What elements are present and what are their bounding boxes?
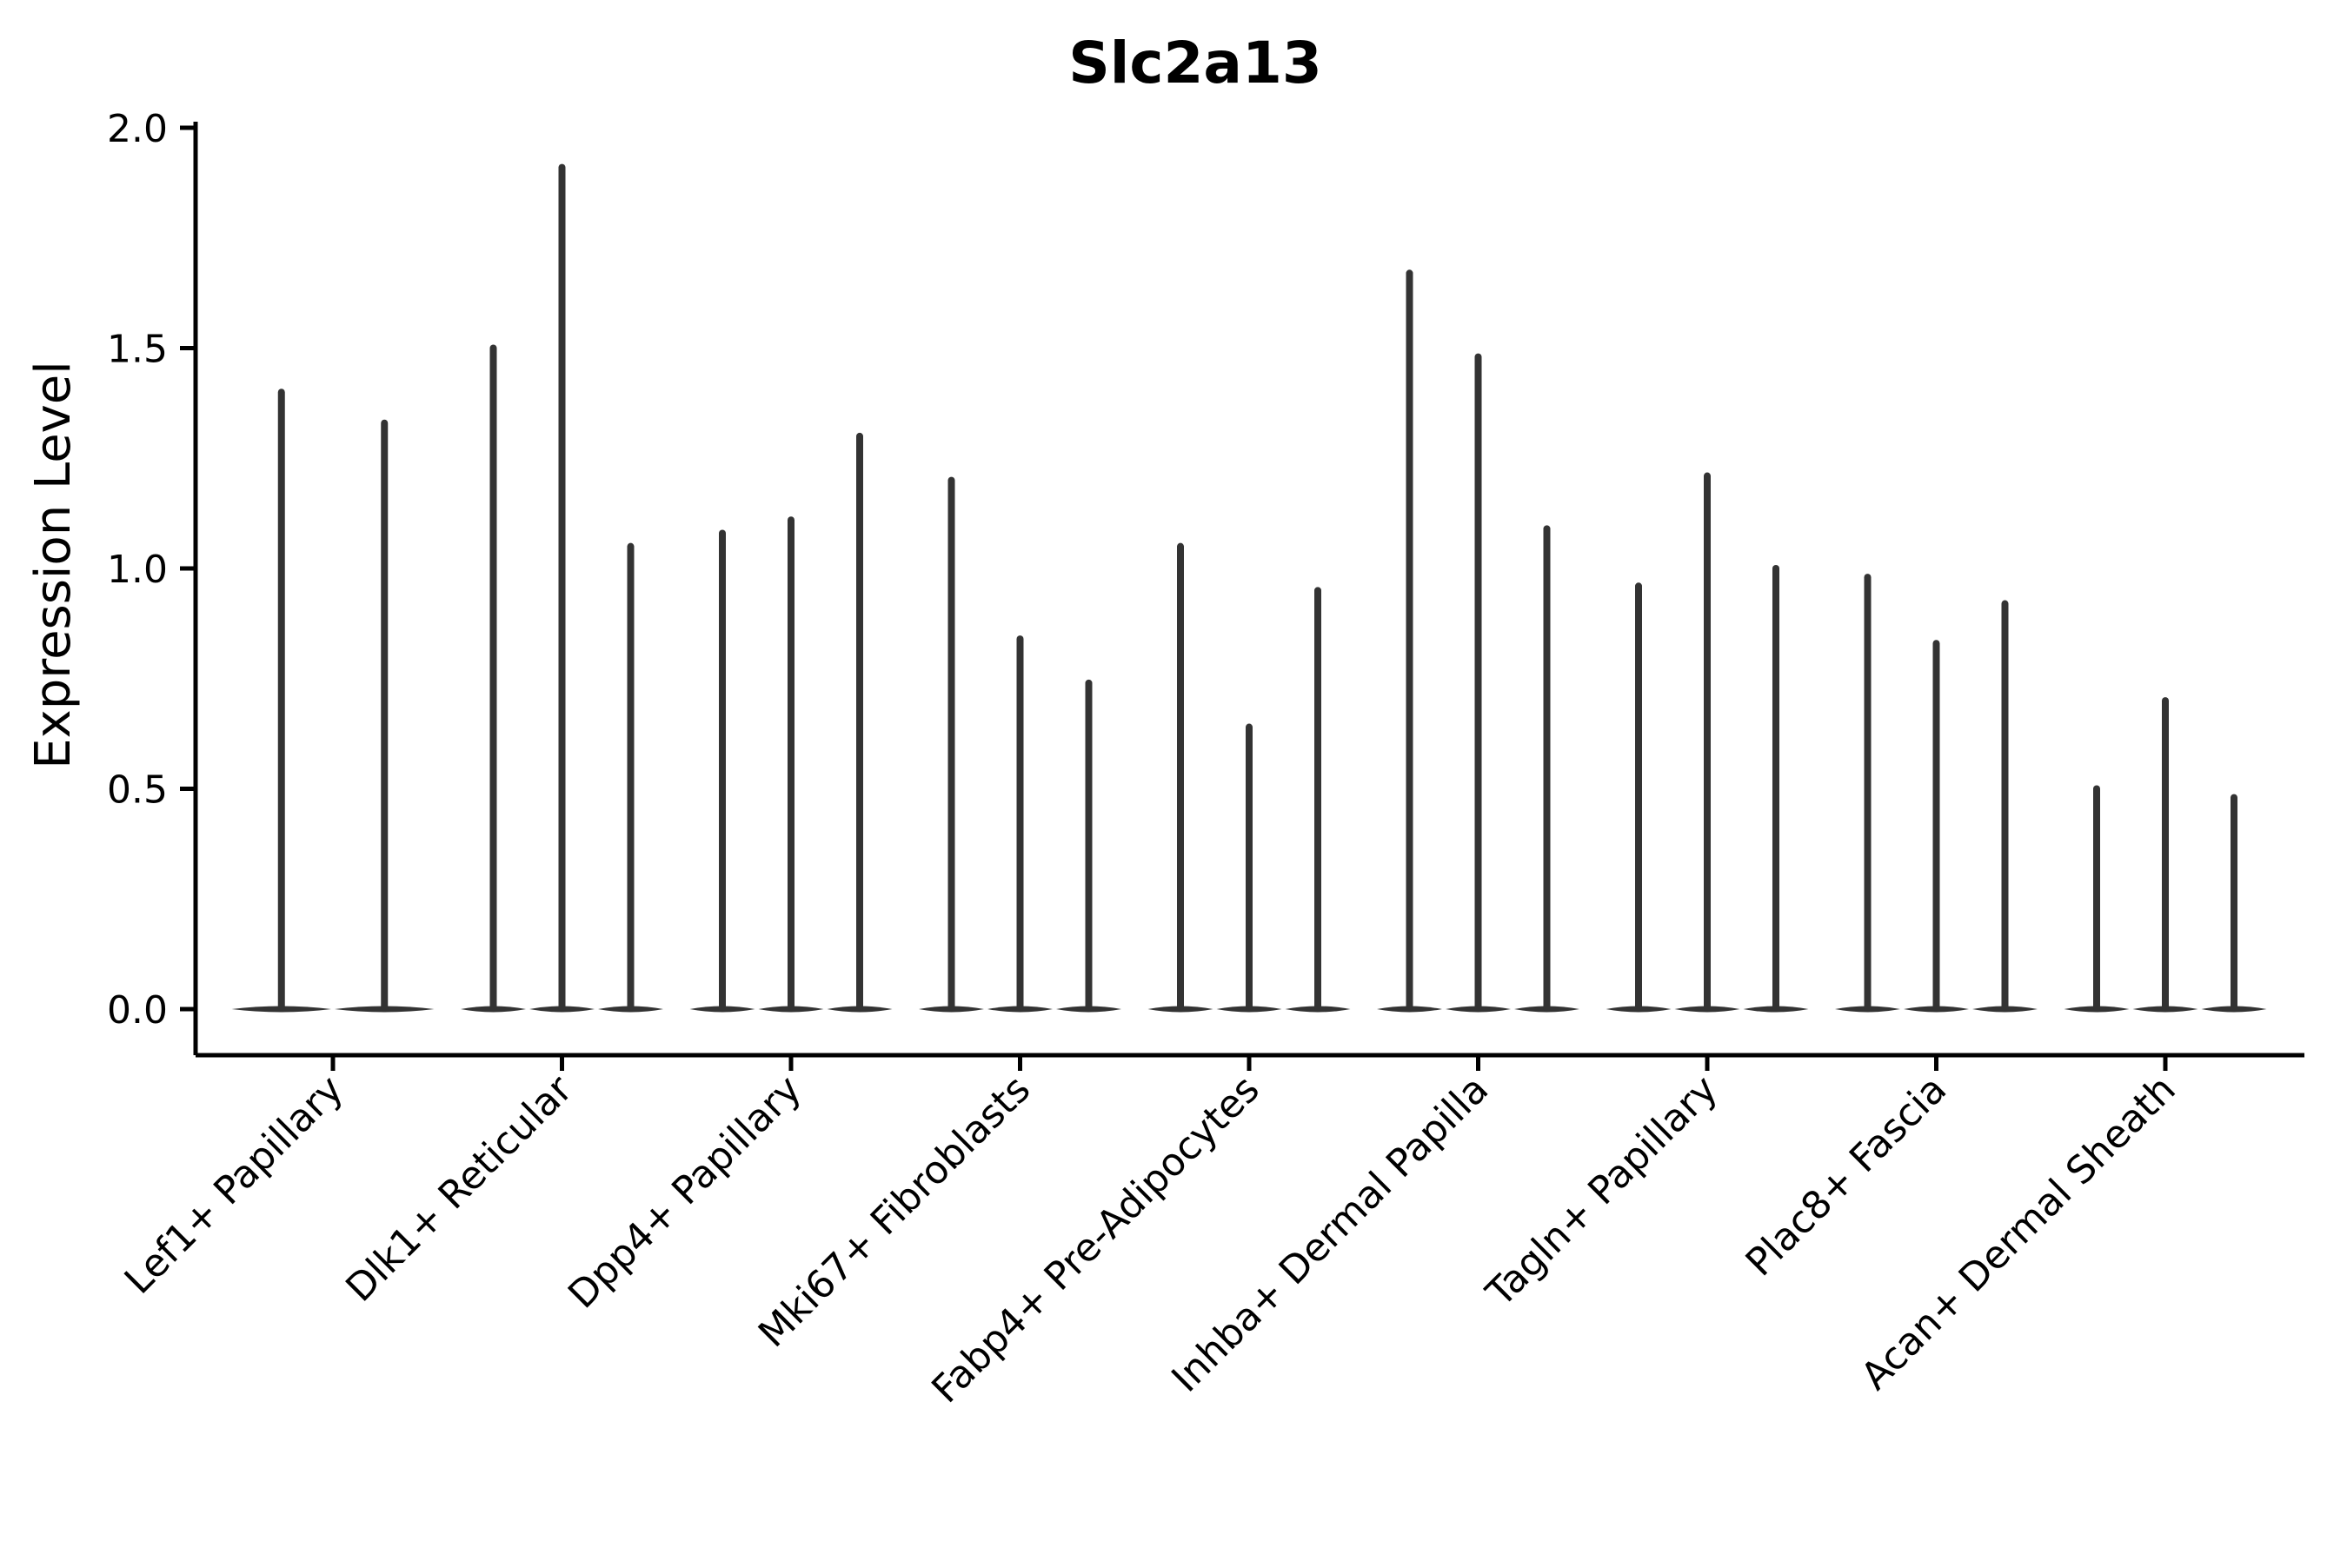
y-axis-label: Expression Level xyxy=(25,361,82,769)
violin-group xyxy=(1147,542,1351,1013)
y-tick-label: 0.0 xyxy=(107,988,168,1033)
violin-group xyxy=(1606,472,1809,1013)
violin-group xyxy=(2064,697,2267,1013)
y-tick-label: 1.5 xyxy=(107,328,168,372)
violin-group xyxy=(919,476,1121,1013)
violin-group xyxy=(461,163,663,1013)
x-tick-label-category: Lef1+ Papillary xyxy=(116,1067,352,1303)
y-axis-ticks: 0.0 0.5 1.0 1.5 2.0 xyxy=(107,107,196,1033)
violin-group xyxy=(1377,269,1579,1013)
x-tick-label-category: Plac8+ Fascia xyxy=(1738,1067,1956,1286)
x-tick-label-category: Dpp4+ Papillary xyxy=(560,1067,810,1318)
violin-group xyxy=(1835,574,2038,1013)
y-tick-label: 0.5 xyxy=(107,768,168,813)
x-tick-label-category: Dlk1+ Reticular xyxy=(337,1066,582,1311)
violin-group xyxy=(231,389,435,1013)
violin-group xyxy=(689,432,893,1013)
y-tick-label: 2.0 xyxy=(107,107,168,151)
x-tick-label-category: Tagln+ Papillary xyxy=(1478,1067,1726,1316)
chart-title: Slc2a13 xyxy=(1068,30,1322,96)
y-tick-label: 1.0 xyxy=(107,548,168,592)
violins-layer xyxy=(231,163,2267,1013)
